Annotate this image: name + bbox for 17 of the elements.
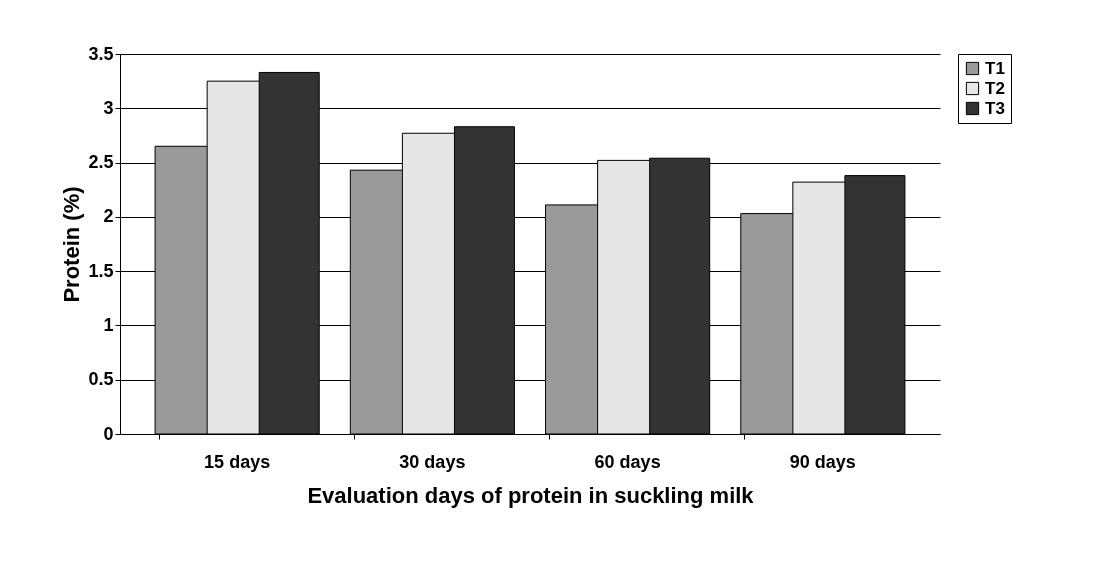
y-tick-label: 0.5 xyxy=(88,369,114,390)
y-tick-label: 3 xyxy=(103,97,114,118)
y-tick-label: 3.5 xyxy=(88,43,114,64)
y-tick-label: 1 xyxy=(103,314,114,335)
x-tick-label: 60 days xyxy=(594,451,661,472)
y-tick-label: 0 xyxy=(103,423,114,444)
y-axis-title: Protein (%) xyxy=(59,186,85,303)
x-axis-title: Evaluation days of protein in suckling milk xyxy=(307,482,755,508)
y-tick-label: 1.5 xyxy=(88,260,114,281)
x-tick-label: 15 days xyxy=(204,451,271,472)
y-tick-label: 2 xyxy=(103,206,114,227)
y-tick-label: 2.5 xyxy=(88,152,114,173)
legend-label: T3 xyxy=(985,98,1005,118)
legend-label: T2 xyxy=(985,78,1005,98)
x-tick-label: 90 days xyxy=(789,451,856,472)
legend-label: T1 xyxy=(985,58,1005,78)
x-tick-label: 30 days xyxy=(399,451,466,472)
